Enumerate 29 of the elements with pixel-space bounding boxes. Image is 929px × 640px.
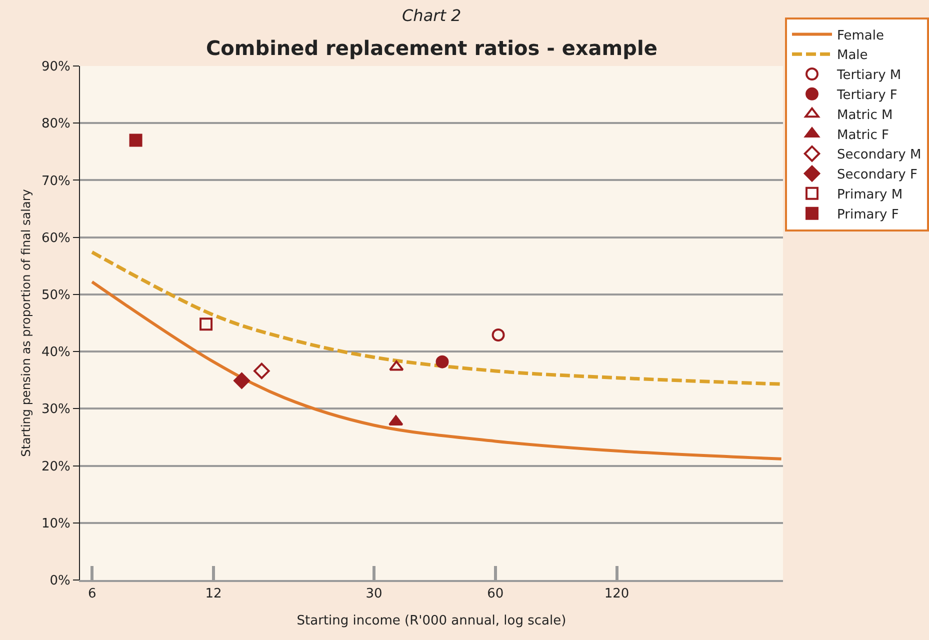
x-axis-title: Starting income (R'000 annual, log scale)	[296, 614, 566, 629]
y-tick-label: 30%	[41, 402, 70, 418]
legend-label: Matric M	[837, 108, 893, 123]
y-axis-title: Starting pension as proportion of final salary	[18, 189, 33, 457]
y-tick-label: 0%	[50, 574, 70, 589]
y-tick-label: 10%	[41, 516, 70, 532]
y-tick-label: 20%	[41, 459, 70, 474]
chart-subtitle: Chart 2	[402, 6, 462, 25]
x-tick-label: 120	[604, 586, 630, 602]
y-tick-label: 80%	[41, 116, 70, 132]
y-tick-label: 60%	[41, 230, 70, 246]
legend-label: Primary M	[837, 188, 903, 202]
legend-label: Tertiary M	[836, 68, 902, 84]
y-tick-label: 40%	[41, 345, 70, 360]
x-tick-label: 6	[88, 586, 96, 602]
legend-label: Secondary M	[837, 148, 922, 163]
x-tick-label: 12	[205, 586, 222, 602]
y-tick-label: 50%	[41, 288, 70, 303]
legend-label: Female	[837, 28, 884, 44]
legend-label: Primary F	[837, 207, 899, 222]
y-tick-label: 70%	[41, 174, 70, 189]
x-tick-label: 30	[366, 586, 382, 602]
legend-label: Matric F	[837, 128, 889, 143]
chart-title: Combined replacement ratios - example	[206, 36, 658, 60]
legend-label: Tertiary F	[836, 88, 898, 103]
x-tick-label: 60	[487, 586, 504, 602]
y-tick-label: 90%	[41, 60, 70, 75]
legend-label: Secondary F	[837, 168, 918, 183]
legend-label: Male	[837, 48, 868, 64]
